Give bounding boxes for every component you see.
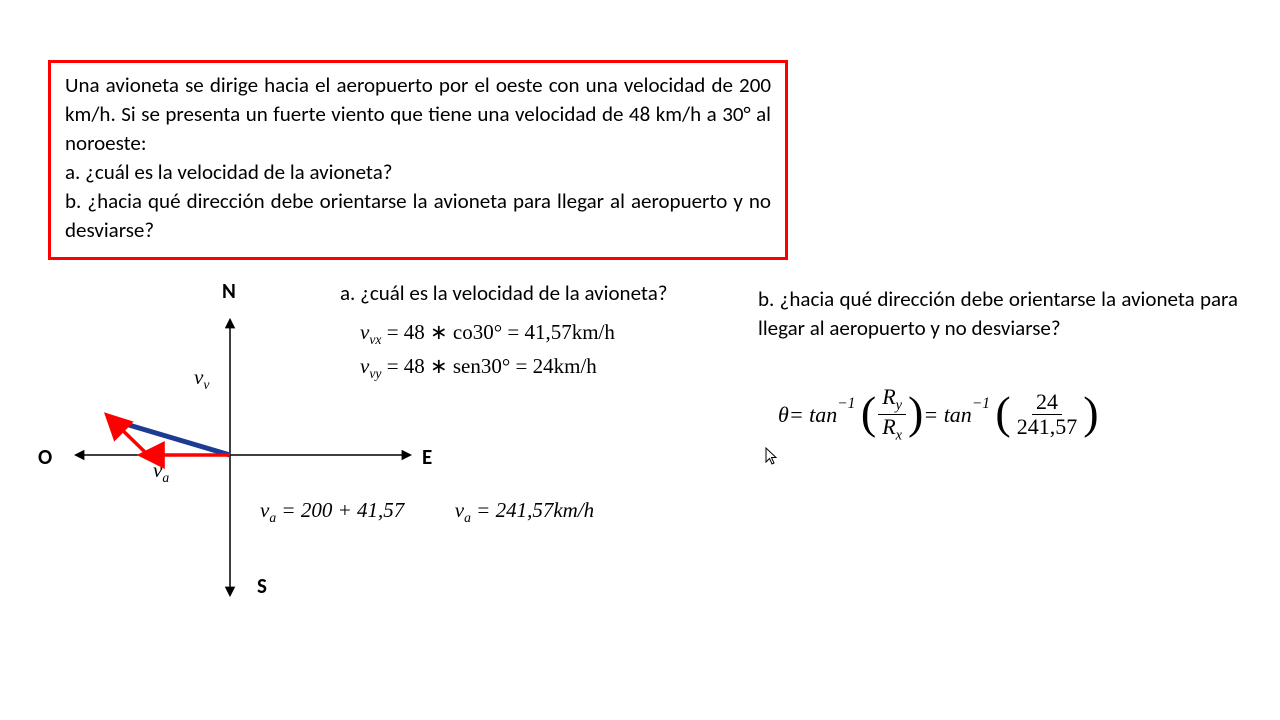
label-va: va <box>153 458 169 486</box>
eq-theta: θ = tan−1 ( Ry Rx ) = tan−1 ( 24 241,57 … <box>778 385 1099 444</box>
solution-part-b-question: b. ¿hacia qué dirección debe orientarse … <box>758 285 1238 343</box>
label-vv: vv <box>194 365 209 393</box>
eq-vvx: vvx = 48 ∗ co30° = 41,57km/h <box>360 320 760 348</box>
eq-vvy: vvy = 48 ∗ sen30° = 24km/h <box>360 354 760 382</box>
problem-statement-box: Una avioneta se dirige hacia el aeropuer… <box>48 60 788 260</box>
solution-part-a: a. ¿cuál es la velocidad de la avioneta?… <box>340 280 760 388</box>
problem-main-text: Una avioneta se dirige hacia el aeropuer… <box>65 72 771 156</box>
problem-part-b: b. ¿hacia qué dirección debe orientarse … <box>65 188 771 243</box>
compass-o: O <box>38 444 52 470</box>
mouse-cursor-icon <box>764 446 780 466</box>
part-a-question: a. ¿cuál es la velocidad de la avioneta? <box>340 280 760 306</box>
compass-s: S <box>257 573 267 599</box>
compass-n: N <box>222 278 236 304</box>
compass-e: E <box>422 444 432 470</box>
eq-va-sum: va = 200 + 41,57 va = 241,57km/h <box>260 498 594 526</box>
problem-part-a: a. ¿cuál es la velocidad de la avioneta? <box>65 159 393 185</box>
